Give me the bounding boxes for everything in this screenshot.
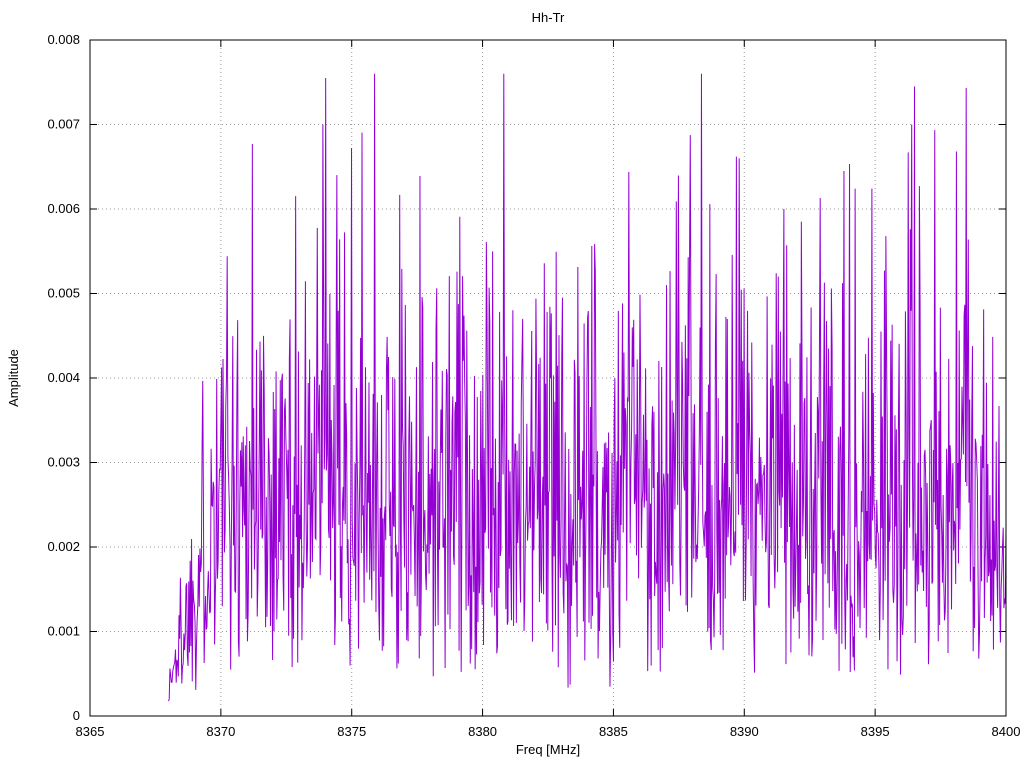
y-tick-label: 0.002	[47, 539, 80, 554]
x-tick-label: 8395	[861, 724, 890, 739]
y-tick-label: 0	[73, 708, 80, 723]
x-tick-label: 8380	[468, 724, 497, 739]
x-tick-label: 8370	[206, 724, 235, 739]
data-line-hh-tr	[168, 73, 1007, 702]
plot-border	[89, 39, 1007, 717]
y-tick-label: 0.004	[47, 370, 80, 385]
x-tick-label: 8375	[337, 724, 366, 739]
chart-title: Hh-Tr	[531, 10, 565, 25]
x-tick-label: 8400	[992, 724, 1021, 739]
x-axis-label: Freq [MHz]	[515, 742, 581, 757]
y-tick-label: 0.005	[47, 286, 80, 301]
y-tick-label: 0.008	[47, 32, 80, 47]
x-tick-label: 8385	[599, 724, 628, 739]
x-tick-label: 8390	[730, 724, 759, 739]
x-tick-label: 8365	[76, 724, 105, 739]
y-tick-label: 0.006	[47, 201, 80, 216]
y-tick-label: 0.007	[47, 117, 80, 132]
y-tick-label: 0.001	[47, 624, 80, 639]
y-tick-label: 0.003	[47, 455, 80, 470]
